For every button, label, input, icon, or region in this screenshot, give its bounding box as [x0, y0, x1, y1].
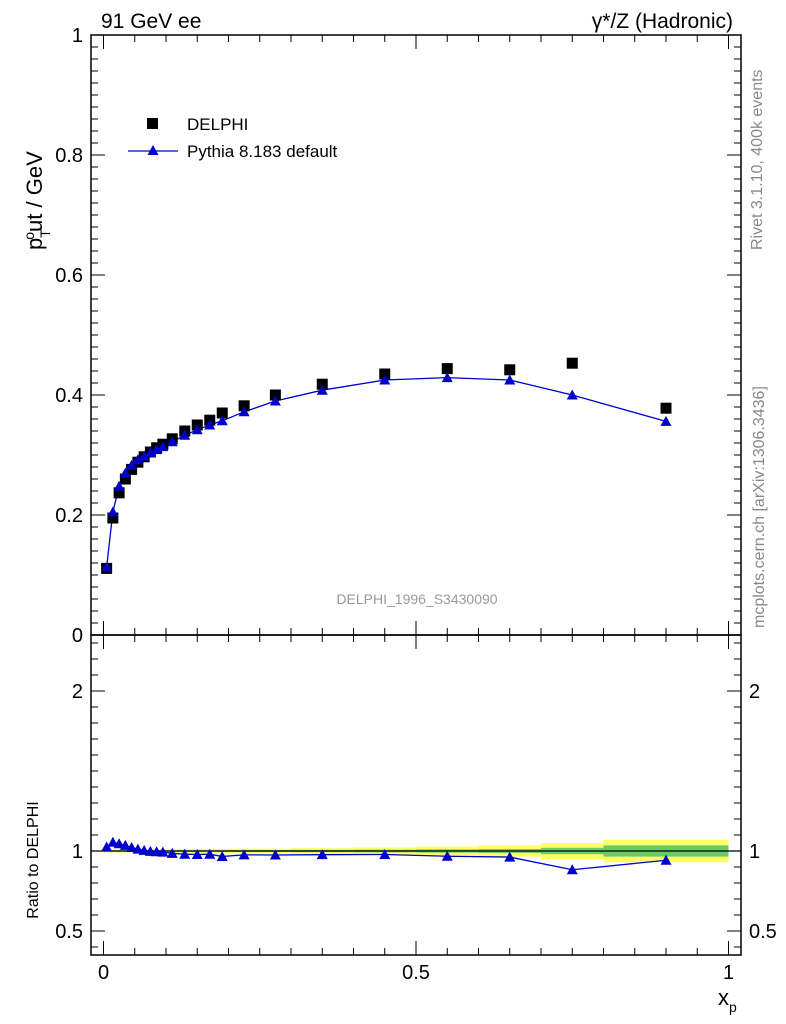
x-tick-labels: 0 0.5 1 [98, 962, 734, 984]
data-point [504, 364, 516, 376]
data-point [316, 378, 328, 390]
main-ytick-label: 0.8 [55, 145, 83, 167]
ratio-point [216, 850, 228, 861]
ratio-axis-ticks [91, 635, 741, 955]
ratio-ytick-label-left: 1 [72, 841, 83, 863]
mc-point [151, 444, 163, 455]
ratio-point [126, 841, 138, 852]
ratio-point [119, 839, 131, 850]
mc-point [316, 384, 328, 395]
analysis-watermark: DELPHI_1996_S3430090 [336, 591, 497, 607]
xtick-label: 0.5 [402, 962, 430, 984]
mc-point [216, 415, 228, 426]
header-right-label: γ*/Z (Hadronic) [592, 10, 733, 33]
rivet-version-label: Rivet 3.1.10, 400k events [749, 69, 766, 250]
mc-point [269, 395, 281, 406]
data-markers [101, 357, 672, 574]
ratio-ylabel: Ratio to DELPHI [25, 801, 42, 918]
main-ytick-label: 0 [72, 625, 83, 647]
ratio-point [132, 843, 144, 854]
mc-point [138, 450, 150, 461]
legend-mc-marker [147, 145, 159, 155]
ratio-ytick-label-right: 0.5 [749, 921, 777, 943]
ratio-point [113, 838, 125, 849]
main-ytick-label: 0.6 [55, 265, 83, 287]
ratio-point [504, 851, 516, 862]
ratio-ytick-labels: 0.5 0.5 1 1 2 2 [55, 681, 777, 943]
data-point [660, 402, 672, 414]
mc-point [204, 419, 216, 430]
ratio-ytick-label-left: 0.5 [55, 921, 83, 943]
main-ytick-label: 1 [72, 25, 83, 47]
ratio-point [441, 850, 453, 861]
ratio-point [179, 848, 191, 859]
data-point [216, 407, 228, 419]
ratio-point [166, 847, 178, 858]
ratio-point [101, 841, 113, 852]
ratio-markers [101, 836, 672, 875]
ratio-point [269, 849, 281, 860]
mc-point [238, 406, 250, 417]
ratio-ytick-label-right: 1 [749, 841, 760, 863]
mc-point [144, 447, 156, 458]
main-ylabel: pTout / GeV [21, 151, 53, 250]
data-point [441, 363, 453, 375]
mc-point [179, 429, 191, 440]
mc-point [157, 441, 169, 452]
ratio-point [204, 848, 216, 859]
ratio-point [238, 849, 250, 860]
mcplots-url-label: mcplots.cern.ch [arXiv:1306.3436] [751, 386, 768, 628]
ratio-point [157, 846, 169, 857]
legend-data-marker [147, 118, 158, 129]
mc-point [379, 374, 391, 385]
main-axis-ticks [91, 34, 741, 636]
mc-point [101, 561, 113, 572]
mc-point [132, 454, 144, 465]
mc-markers [101, 372, 672, 572]
data-point [113, 487, 125, 499]
mc-point [566, 389, 578, 400]
ratio-point [660, 854, 672, 865]
ratio-panel: 0.5 0.51 12 2 0 0.5 1 [55, 634, 777, 984]
legend: DELPHI Pythia 8.183 default [128, 115, 338, 161]
mc-point [660, 415, 672, 426]
main-ytick-label: 0.4 [55, 385, 83, 407]
data-point [238, 400, 250, 412]
xtick-label: 1 [723, 962, 734, 984]
ratio-point [191, 849, 203, 860]
mc-point [126, 459, 138, 470]
ratio-ytick-label-left: 2 [72, 681, 83, 703]
mc-point [441, 372, 453, 383]
xtick-label: 0 [98, 962, 109, 984]
ratio-point [107, 836, 119, 847]
data-point [119, 473, 131, 485]
mc-point [504, 374, 516, 385]
ratio-point [379, 849, 391, 860]
data-point [566, 357, 578, 369]
mc-point [113, 480, 125, 491]
header-left-label: 91 GeV ee [101, 10, 201, 33]
ratio-frame [90, 634, 742, 956]
data-point [379, 368, 391, 380]
data-point [269, 389, 281, 401]
mc-point [107, 506, 119, 517]
main-ytick-labels: 0 0.2 0.4 0.6 0.8 1 [55, 25, 83, 647]
main-panel: 0 0.2 0.4 0.6 0.8 1 [55, 25, 742, 647]
data-point [107, 512, 119, 524]
ratio-point [316, 849, 328, 860]
mc-point [191, 424, 203, 435]
legend-mc-label: Pythia 8.183 default [187, 142, 338, 161]
ratio-ytick-label-right: 2 [749, 681, 760, 703]
ratio-point [566, 864, 578, 875]
mc-point [119, 467, 131, 478]
mc-point [166, 436, 178, 447]
mc-series-line [105, 376, 667, 568]
legend-data-label: DELPHI [187, 115, 248, 134]
main-ytick-label: 0.2 [55, 505, 83, 527]
x-axis-title: xp [718, 985, 737, 1015]
